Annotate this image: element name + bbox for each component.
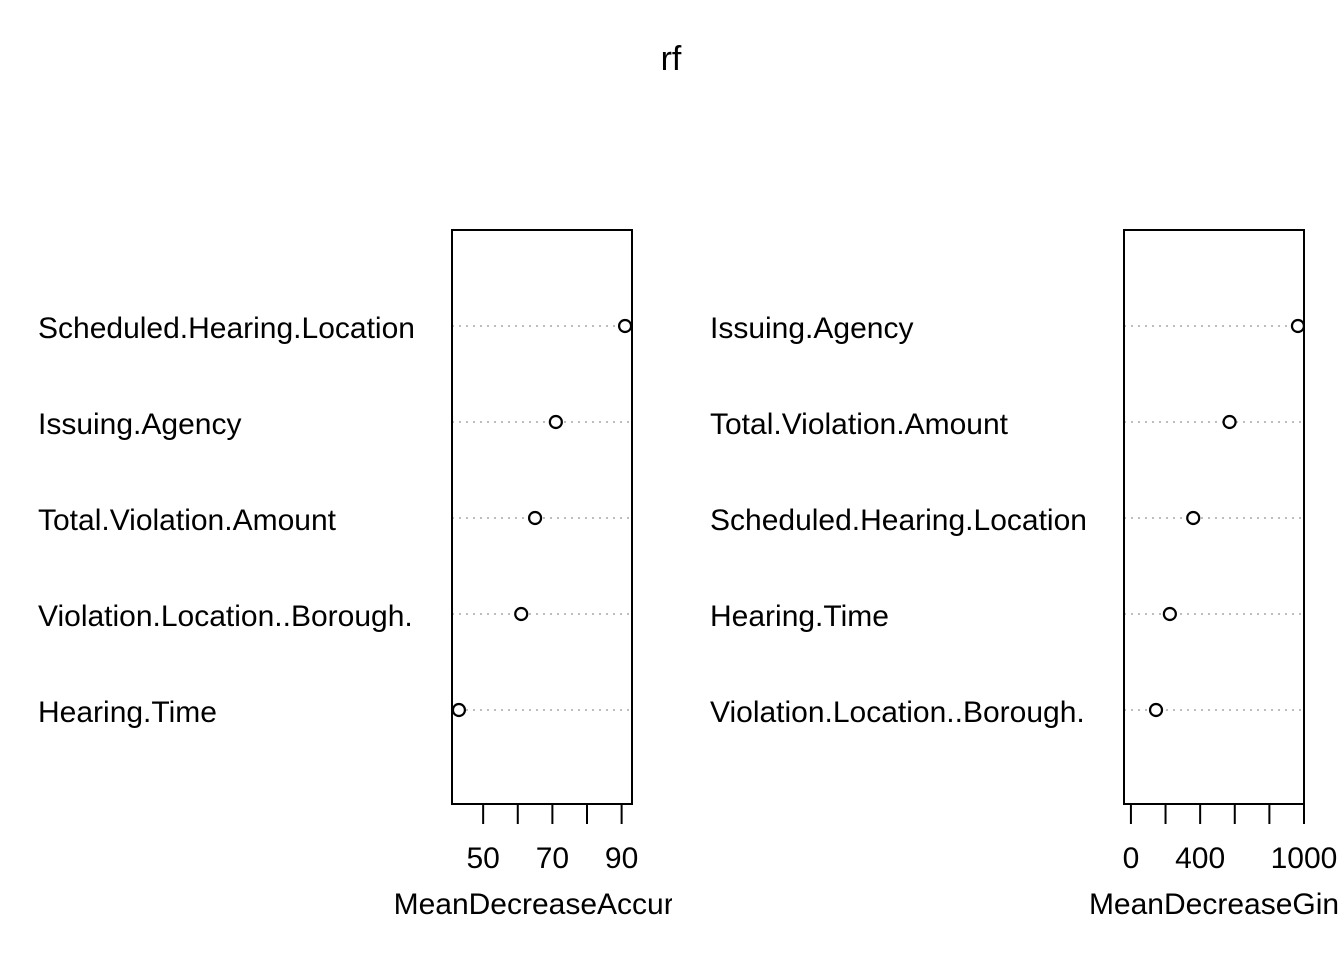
category-label: Scheduled.Hearing.Location [38, 312, 415, 345]
data-point [1162, 606, 1177, 622]
category-label: Hearing.Time [710, 600, 889, 633]
data-point [514, 606, 529, 622]
x-tick-label: 90 [605, 842, 638, 875]
x-tick-label: 70 [536, 842, 569, 875]
x-tick-label: 1000 [1271, 842, 1338, 875]
category-label: Hearing.Time [38, 696, 217, 729]
x-tick-label: 0 [1123, 842, 1140, 875]
plot-frame [451, 229, 633, 805]
x-tick-label: 400 [1175, 842, 1225, 875]
category-label: Violation.Location..Borough. [710, 696, 1085, 729]
panel-mean-decrease-gini: Issuing.Agency Total.Violation.Amount Sche… [710, 229, 1339, 921]
data-point [1290, 318, 1306, 334]
category-label: Total.Violation.Amount [710, 408, 1009, 441]
category-label: Issuing.Agency [38, 408, 241, 441]
data-point [1148, 702, 1164, 718]
data-point [548, 414, 563, 430]
panel-mean-decrease-accuracy: Scheduled.Hearing.Location Issuing.Agency… [38, 229, 691, 921]
data-point [527, 510, 543, 526]
data-point [617, 318, 633, 334]
data-point [1186, 510, 1201, 526]
plot-frame [1123, 229, 1305, 805]
x-tick-label: 50 [466, 842, 499, 875]
chart-title: rf [661, 40, 682, 78]
category-label: Issuing.Agency [710, 312, 913, 345]
category-label: Total.Violation.Amount [38, 504, 337, 537]
data-point [1222, 414, 1237, 430]
x-axis-label: MeanDecreaseAccura [394, 888, 691, 921]
data-point [451, 702, 467, 718]
category-label: Scheduled.Hearing.Location [710, 504, 1087, 537]
category-label: Violation.Location..Borough. [38, 600, 413, 633]
x-axis-label: MeanDecreaseGin [1089, 888, 1339, 921]
